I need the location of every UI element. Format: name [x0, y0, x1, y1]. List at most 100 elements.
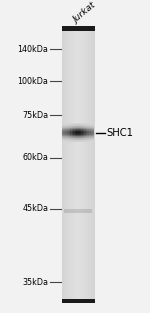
- Bar: [78, 133, 80, 134]
- Bar: [87, 138, 89, 140]
- Bar: [84, 133, 86, 134]
- Bar: [89, 136, 91, 138]
- Bar: [69, 138, 70, 139]
- Bar: [70, 132, 72, 133]
- Bar: [84, 137, 86, 138]
- Bar: [72, 140, 74, 141]
- Bar: [73, 123, 75, 124]
- Bar: [86, 133, 88, 135]
- Bar: [86, 130, 88, 131]
- Bar: [67, 122, 69, 124]
- Bar: [78, 130, 80, 131]
- Bar: [91, 135, 92, 136]
- Bar: [69, 129, 70, 130]
- Bar: [73, 141, 75, 142]
- Bar: [62, 129, 64, 130]
- Bar: [89, 128, 91, 130]
- Bar: [65, 135, 67, 136]
- Bar: [76, 131, 78, 133]
- Bar: [76, 126, 78, 128]
- Bar: [72, 137, 74, 138]
- Bar: [70, 127, 72, 128]
- Bar: [81, 128, 83, 129]
- Bar: [72, 133, 74, 135]
- Bar: [84, 132, 86, 133]
- Bar: [83, 137, 85, 138]
- Bar: [68, 27, 69, 303]
- Bar: [84, 125, 86, 126]
- Bar: [86, 138, 88, 140]
- Bar: [62, 131, 64, 132]
- Bar: [86, 125, 88, 126]
- Bar: [81, 126, 83, 128]
- Bar: [76, 126, 78, 127]
- Bar: [81, 125, 83, 126]
- Bar: [91, 126, 92, 127]
- Bar: [83, 128, 85, 130]
- Bar: [73, 128, 75, 130]
- Bar: [75, 128, 77, 129]
- Bar: [91, 130, 92, 131]
- Bar: [67, 126, 69, 128]
- Bar: [80, 128, 81, 129]
- Bar: [73, 138, 75, 139]
- Bar: [81, 129, 83, 130]
- Bar: [78, 125, 80, 126]
- Text: 100kDa: 100kDa: [18, 77, 48, 86]
- Bar: [62, 135, 64, 136]
- Bar: [91, 140, 92, 141]
- Bar: [69, 128, 70, 130]
- Bar: [87, 136, 89, 138]
- Bar: [70, 138, 72, 139]
- Bar: [64, 128, 66, 130]
- Bar: [67, 132, 69, 133]
- Bar: [81, 127, 83, 128]
- Bar: [87, 124, 89, 125]
- Bar: [73, 27, 74, 303]
- Bar: [73, 134, 75, 135]
- Bar: [86, 128, 88, 129]
- Bar: [80, 127, 81, 128]
- Bar: [67, 131, 69, 132]
- Bar: [62, 138, 64, 140]
- Bar: [78, 135, 80, 136]
- Bar: [87, 135, 89, 136]
- Bar: [84, 126, 86, 127]
- Bar: [92, 129, 94, 130]
- Bar: [89, 126, 91, 128]
- Bar: [65, 128, 67, 129]
- Bar: [79, 27, 80, 303]
- Bar: [62, 133, 64, 134]
- Bar: [92, 134, 94, 135]
- Bar: [80, 126, 81, 127]
- Bar: [64, 126, 66, 127]
- Bar: [78, 141, 80, 142]
- Bar: [84, 27, 85, 303]
- Bar: [73, 138, 75, 140]
- Bar: [89, 129, 91, 130]
- Bar: [70, 139, 72, 140]
- Bar: [73, 130, 75, 131]
- Bar: [92, 141, 94, 142]
- Bar: [84, 138, 86, 140]
- Bar: [84, 131, 86, 133]
- Bar: [84, 131, 86, 132]
- Bar: [75, 133, 77, 135]
- Bar: [75, 141, 77, 142]
- Bar: [62, 124, 64, 125]
- Bar: [76, 130, 78, 131]
- Bar: [87, 126, 89, 128]
- Bar: [92, 122, 94, 124]
- Bar: [86, 140, 88, 141]
- Bar: [70, 123, 72, 124]
- Bar: [65, 127, 67, 128]
- Bar: [78, 127, 80, 128]
- Bar: [87, 133, 89, 134]
- Bar: [78, 133, 80, 135]
- Bar: [65, 132, 67, 133]
- Text: SHC1: SHC1: [106, 128, 134, 138]
- Bar: [62, 27, 63, 303]
- Bar: [91, 133, 92, 135]
- Bar: [75, 134, 77, 135]
- Bar: [62, 130, 64, 131]
